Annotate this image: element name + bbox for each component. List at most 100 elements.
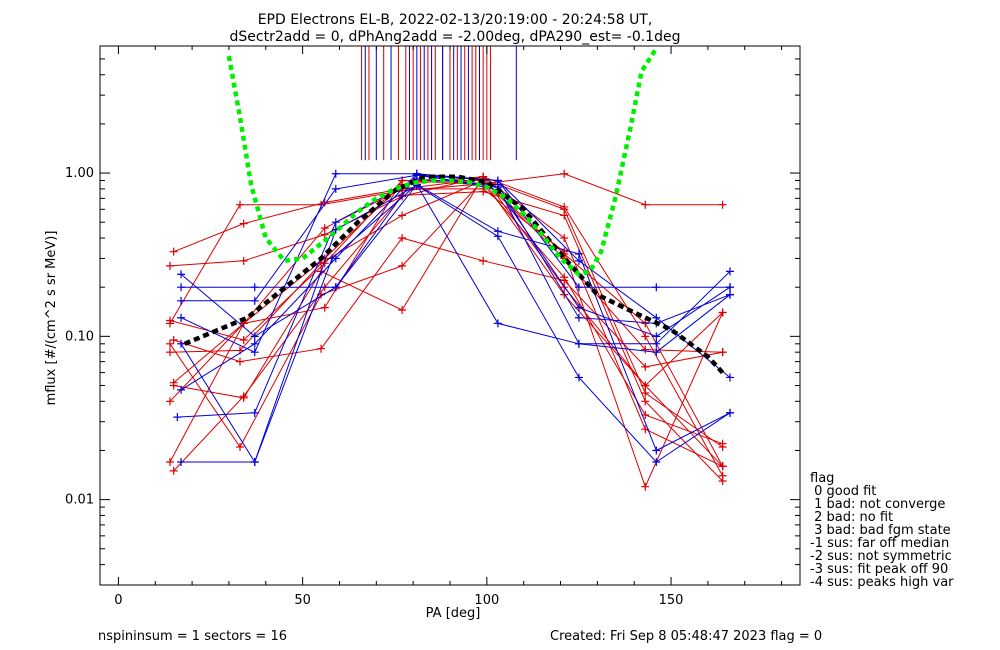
series-point-8-0 [169, 335, 178, 344]
y-tick-label-2: 1.00 [65, 166, 94, 181]
legend-entry-7: -3 sus: fit peak off 90 [810, 562, 948, 577]
series-line-7 [169, 188, 724, 489]
series-point-19-6 [652, 332, 661, 341]
series-point-11-0 [169, 381, 178, 390]
series-point-13-0 [177, 283, 186, 292]
series-point-12-6 [652, 339, 661, 348]
series-point-12-1 [250, 332, 259, 341]
series-point-17-2 [331, 218, 340, 227]
series-point-13-1 [250, 283, 259, 292]
series-point-2-6 [641, 200, 650, 209]
axis-ticks: 0 50 100 150 0.01 0.10 1.00 [65, 45, 800, 608]
legend-entry-1: 0 good fit [810, 484, 876, 499]
series-line-16 [180, 184, 731, 464]
series-point-13-2 [331, 283, 340, 292]
series-point-9-6 [641, 345, 650, 354]
series-point-4-5 [560, 283, 569, 292]
legend-entry-4: 3 bad: bad fgm state [810, 523, 951, 538]
series-19 [177, 169, 734, 394]
series-point-11-1 [239, 393, 248, 402]
footer-right: Created: Fri Sep 8 05:48:47 2023 flag = … [550, 629, 822, 644]
series-point-19-3 [412, 169, 421, 178]
series-line-2 [169, 173, 723, 324]
x-tick-label-1: 50 [294, 593, 311, 608]
series-point-9-1 [239, 335, 248, 344]
series-point-8-5 [560, 276, 569, 285]
series-point-18-4 [493, 227, 502, 236]
series-point-3-0 [166, 348, 174, 357]
series-point-8-3 [398, 234, 407, 243]
series-point-3-6 [641, 319, 650, 328]
fit-curve-1 [226, 47, 659, 277]
series-point-14-1 [250, 296, 259, 305]
series-point-10-3 [398, 261, 407, 270]
series-point-19-1 [250, 339, 259, 348]
series-point-15-2 [331, 169, 340, 178]
series-point-14-6 [652, 348, 661, 357]
series-point-10-1 [236, 443, 244, 452]
series-line-18 [181, 183, 731, 463]
series-point-8-1 [236, 357, 244, 366]
series-point-11-3 [398, 305, 407, 314]
series-point-7-7 [718, 308, 727, 317]
series-point-0-0 [169, 247, 178, 256]
footer-left: nspininsum = 1 sectors = 16 [98, 629, 287, 644]
series-point-19-5 [574, 303, 583, 312]
fit-curve-0 [183, 174, 725, 375]
series-point-11-6 [641, 332, 650, 341]
series-point-0-1 [239, 219, 248, 228]
series-point-15-1 [250, 348, 259, 357]
series-point-1-0 [166, 261, 174, 270]
flag-lines [361, 46, 517, 161]
series-line-9 [169, 180, 723, 353]
series-point-16-6 [652, 457, 661, 466]
legend: flag 0 good fit 1 bad: not converge 2 ba… [810, 471, 954, 590]
series-point-17-7 [726, 290, 734, 299]
series-point-3-3 [398, 211, 407, 220]
series-line-8 [173, 237, 723, 368]
series-point-19-0 [177, 385, 186, 394]
series-point-6-7 [718, 439, 727, 448]
y-tick-label-0: 0.01 [65, 493, 94, 508]
series-point-6-2 [320, 303, 329, 312]
series-point-17-0 [173, 413, 182, 422]
series-point-17-5 [574, 313, 583, 322]
series-line-1 [169, 176, 723, 467]
series-point-15-0 [177, 313, 186, 322]
series-line-10 [169, 179, 723, 467]
series-point-18-5 [574, 249, 583, 258]
series-line-11 [173, 176, 724, 477]
series-point-11-7 [718, 471, 727, 480]
series-point-10-5 [560, 290, 569, 299]
series-point-5-5 [560, 211, 569, 220]
fit-curves [183, 47, 725, 375]
series-point-2-7 [718, 200, 727, 209]
series-line-6 [169, 179, 723, 463]
series-point-11-5 [560, 202, 569, 211]
series-line-15 [180, 173, 731, 378]
x-tick-label-3: 150 [659, 593, 684, 608]
legend-entry-6: -2 sus: not symmetric [810, 549, 952, 564]
series-point-18-1 [250, 457, 259, 466]
series-point-1-1 [239, 256, 248, 265]
series-point-18-7 [726, 408, 734, 417]
series-point-16-0 [177, 339, 186, 348]
chart-subtitle: dSectr2add = 0, dPhAng2add = -2.00deg, d… [230, 29, 681, 45]
series-point-10-7 [718, 462, 727, 471]
series-point-19-7 [726, 283, 734, 292]
legend-entry-5: -1 sus: far off median [810, 536, 949, 551]
y-axis-label: mflux [#/(cm^2 s sr MeV)] [44, 231, 59, 406]
legend-entry-2: 1 bad: not converge [810, 497, 945, 512]
series-3 [166, 176, 727, 471]
series-point-14-0 [177, 296, 186, 305]
data-series [166, 169, 734, 491]
series-point-13-5 [574, 283, 583, 292]
series-line-14 [181, 174, 731, 353]
series-point-10-6 [641, 381, 650, 390]
series-point-7-0 [166, 397, 174, 406]
x-tick-label-2: 100 [474, 593, 499, 608]
series-point-14-2 [331, 184, 340, 193]
series-11 [169, 172, 727, 480]
